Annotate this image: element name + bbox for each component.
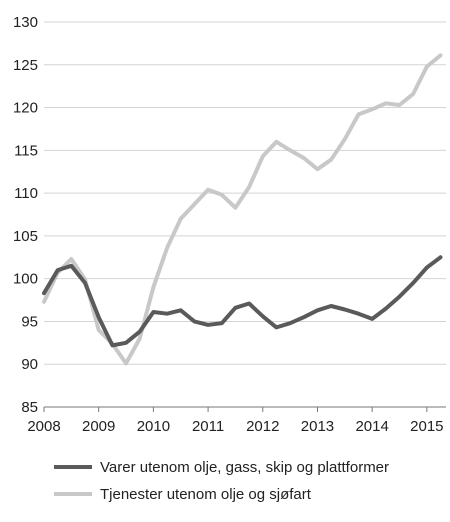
y-tick-label: 125 [13,57,38,74]
x-tick-label: 2008 [27,418,60,435]
x-tick-label: 2011 [192,418,224,435]
series-line [42,255,443,348]
x-tick-label: 2015 [410,418,443,435]
legend: Varer utenom olje, gass, skip og plattfo… [54,459,389,503]
x-tick-label: 2010 [137,418,170,435]
y-tick-labels: 85 90 95 100 105 110 115 120 125 130 [13,14,38,416]
y-tick-label: 105 [13,228,38,245]
x-tick-label: 2012 [246,418,279,435]
legend-label: Tjenester utenom olje og sjøfart [100,486,312,503]
series-line [42,53,443,366]
x-tick-label: 2013 [301,418,334,435]
y-tick-label: 100 [13,271,38,288]
x-tick-label: 2014 [355,418,388,435]
y-tick-label: 85 [21,399,38,416]
y-tick-label: 130 [13,14,38,31]
y-tick-label: 95 [21,313,38,330]
x-tick-marks [43,407,428,412]
y-tick-label: 120 [13,100,38,117]
y-tick-label: 110 [14,185,38,202]
legend-label: Varer utenom olje, gass, skip og plattfo… [100,459,389,476]
x-tick-label: 2009 [82,418,115,435]
series-layer [42,53,443,366]
x-tick-labels: 2008 2009 2010 2011 2012 2013 2014 2015 [27,418,443,435]
y-tick-label: 115 [14,142,38,159]
y-tick-label: 90 [21,356,38,373]
